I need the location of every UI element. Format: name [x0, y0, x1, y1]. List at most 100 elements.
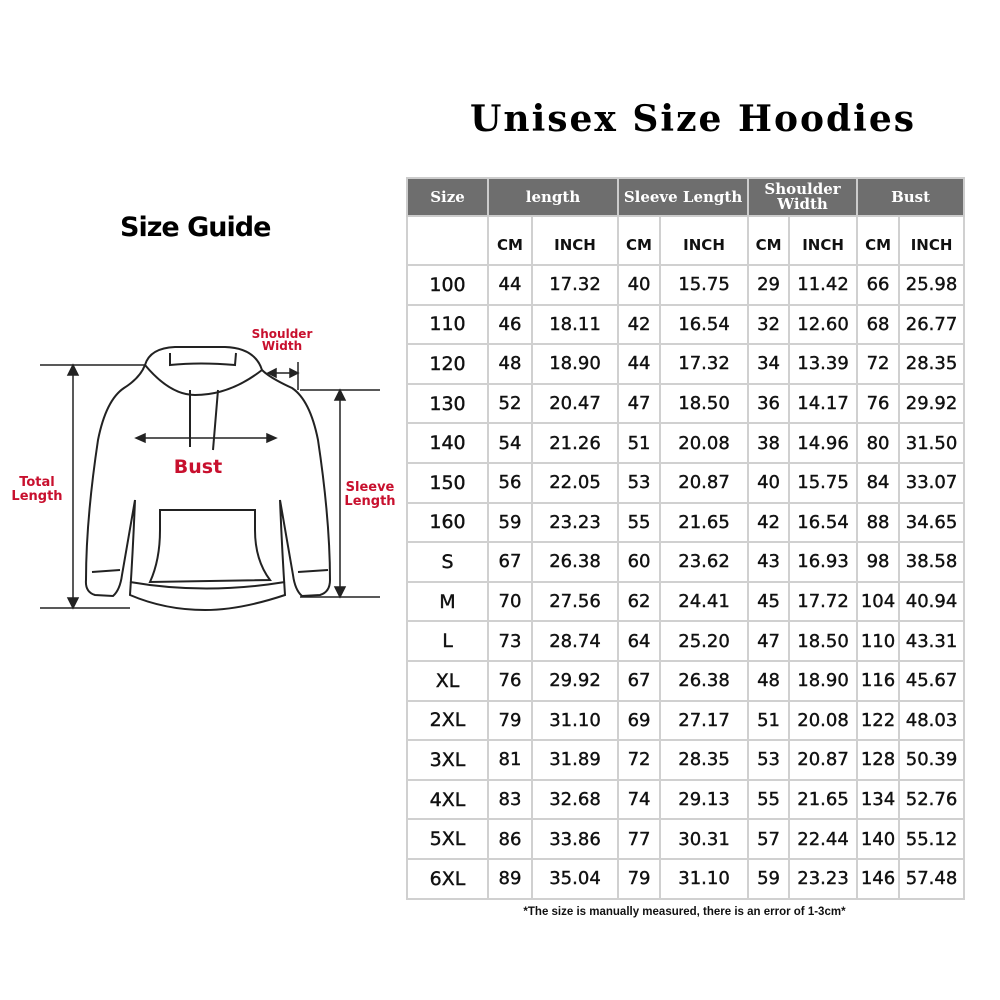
size-cell: 120	[406, 343, 489, 385]
measurement-cell: 73	[487, 620, 533, 662]
measurement-cell: 28.74	[530, 620, 620, 662]
bust-label: Bust	[174, 456, 222, 478]
measurement-cell: 34.65	[898, 501, 966, 544]
measurement-cell: 45	[747, 580, 791, 623]
chart-title: Unisex Size Hoodies	[470, 98, 917, 140]
measurement-cell: 134	[856, 778, 901, 821]
size-cell: XL	[406, 659, 489, 702]
measurement-cell: 26.38	[659, 659, 750, 702]
size-cell: 100	[406, 264, 489, 306]
measurement-cell: 18.11	[530, 303, 620, 346]
measurement-cell: 69	[617, 699, 662, 742]
measurement-cell: 128	[856, 739, 901, 781]
measurement-cell: 74	[617, 778, 662, 821]
measurement-cell: 40.94	[898, 580, 966, 623]
measurement-cell: 57	[747, 818, 791, 860]
measurement-cell: 44	[617, 343, 662, 385]
measurement-cell: 36	[747, 382, 791, 425]
measurement-cell: 66	[856, 264, 901, 306]
measurement-cell: 47	[617, 382, 662, 425]
table-row: 2XL 79 31.10 69 27.17 51 20.08 122 48.03	[406, 699, 966, 742]
measurement-cell: 32	[747, 303, 791, 346]
table-row: 6XL 89 35.04 79 31.10 59 23.23 146 57.48	[406, 857, 966, 900]
measurement-cell: 53	[617, 461, 662, 504]
measurement-cell: 59	[487, 501, 533, 544]
measurement-cell: 55	[617, 501, 662, 544]
measurement-cell: 70	[487, 580, 533, 623]
measurement-cell: 116	[856, 659, 901, 702]
size-table: Size length Sleeve Length Shoulder Width…	[406, 177, 966, 900]
measurement-cell: 21.26	[530, 422, 620, 464]
measurement-cell: 35.04	[530, 857, 620, 900]
measurement-cell: 47	[747, 620, 791, 662]
measurement-cell: 64	[617, 620, 662, 662]
measurement-cell: 14.17	[788, 382, 859, 425]
measurement-cell: 104	[856, 580, 901, 623]
measurement-cell: 27.56	[530, 580, 620, 623]
size-guide-title: Size Guide	[120, 212, 271, 243]
measurement-cell: 68	[856, 303, 901, 346]
measurement-cell: 81	[487, 739, 533, 781]
measurement-cell: 31.10	[659, 857, 750, 900]
measurement-cell: 14.96	[788, 422, 859, 464]
measurement-cell: 67	[487, 541, 533, 583]
measurement-cell: 33.86	[530, 818, 620, 860]
measurement-cell: 18.90	[530, 343, 620, 385]
shoulder-width-label-1: Shoulder	[252, 327, 313, 341]
size-cell: 6XL	[406, 857, 489, 900]
shoulder-width-label-2: Width	[262, 339, 302, 353]
table-row: 130 52 20.47 47 18.50 36 14.17 76 29.92	[406, 382, 966, 425]
measurement-cell: 20.08	[659, 422, 750, 464]
measurement-cell: 140	[856, 818, 901, 860]
measurement-cell: 31.10	[530, 699, 620, 742]
measurement-cell: 22.44	[788, 818, 859, 860]
measurement-cell: 52.76	[898, 778, 966, 821]
header-row: Size length Sleeve Length Shoulder Width…	[406, 177, 966, 217]
measurement-cell: 20.47	[530, 382, 620, 425]
sleeve-length-label-1: Sleeve	[346, 480, 395, 495]
measurement-cell: 59	[747, 857, 791, 900]
header-length: length	[486, 177, 620, 217]
measurement-cell: 17.32	[530, 264, 620, 306]
measurement-cell: 30.31	[659, 818, 750, 860]
measurement-cell: 48.03	[898, 699, 966, 742]
measurement-cell: 76	[856, 382, 901, 425]
header-shoulder-width: Shoulder Width	[747, 177, 859, 217]
measurement-cell: 89	[487, 857, 533, 900]
header-size: Size	[406, 177, 489, 217]
measurement-cell: 16.54	[659, 303, 750, 346]
table-row: 150 56 22.05 53 20.87 40 15.75 84 33.07	[406, 461, 966, 504]
table-row: 110 46 18.11 42 16.54 32 12.60 68 26.77	[406, 303, 966, 346]
size-cell: 130	[406, 382, 489, 425]
measurement-cell: 56	[487, 461, 533, 504]
measurement-cell: 55.12	[898, 818, 966, 860]
measurement-cell: 28.35	[659, 739, 750, 781]
unit-inch: INCH	[788, 215, 859, 266]
measurement-cell: 72	[856, 343, 901, 385]
measurement-cell: 28.35	[898, 343, 966, 385]
measurement-cell: 26.38	[530, 541, 620, 583]
measurement-cell: 25.20	[659, 620, 750, 662]
table-row: 120 48 18.90 44 17.32 34 13.39 72 28.35	[406, 343, 966, 385]
measurement-cell: 67	[617, 659, 662, 702]
units-row: CM INCH CM INCH CM INCH CM INCH	[406, 215, 966, 266]
table-row: 140 54 21.26 51 20.08 38 14.96 80 31.50	[406, 422, 966, 464]
table-row: S 67 26.38 60 23.62 43 16.93 98 38.58	[406, 541, 966, 583]
table-row: 3XL 81 31.89 72 28.35 53 20.87 128 50.39	[406, 739, 966, 781]
measurement-cell: 51	[617, 422, 662, 464]
measurement-cell: 40	[747, 461, 791, 504]
total-length-label-1: Total	[19, 475, 55, 490]
measurement-cell: 88	[856, 501, 901, 544]
size-cell: 3XL	[406, 739, 489, 781]
measurement-cell: 84	[856, 461, 901, 504]
measurement-cell: 20.87	[659, 461, 750, 504]
measurement-cell: 110	[856, 620, 901, 662]
measurement-cell: 83	[487, 778, 533, 821]
size-cell: 5XL	[406, 818, 489, 860]
measurement-cell: 18.50	[659, 382, 750, 425]
header-bust: Bust	[856, 177, 966, 217]
measurement-cell: 51	[747, 699, 791, 742]
measurement-cell: 52	[487, 382, 533, 425]
measurement-cell: 44	[487, 264, 533, 306]
measurement-cell: 80	[856, 422, 901, 464]
